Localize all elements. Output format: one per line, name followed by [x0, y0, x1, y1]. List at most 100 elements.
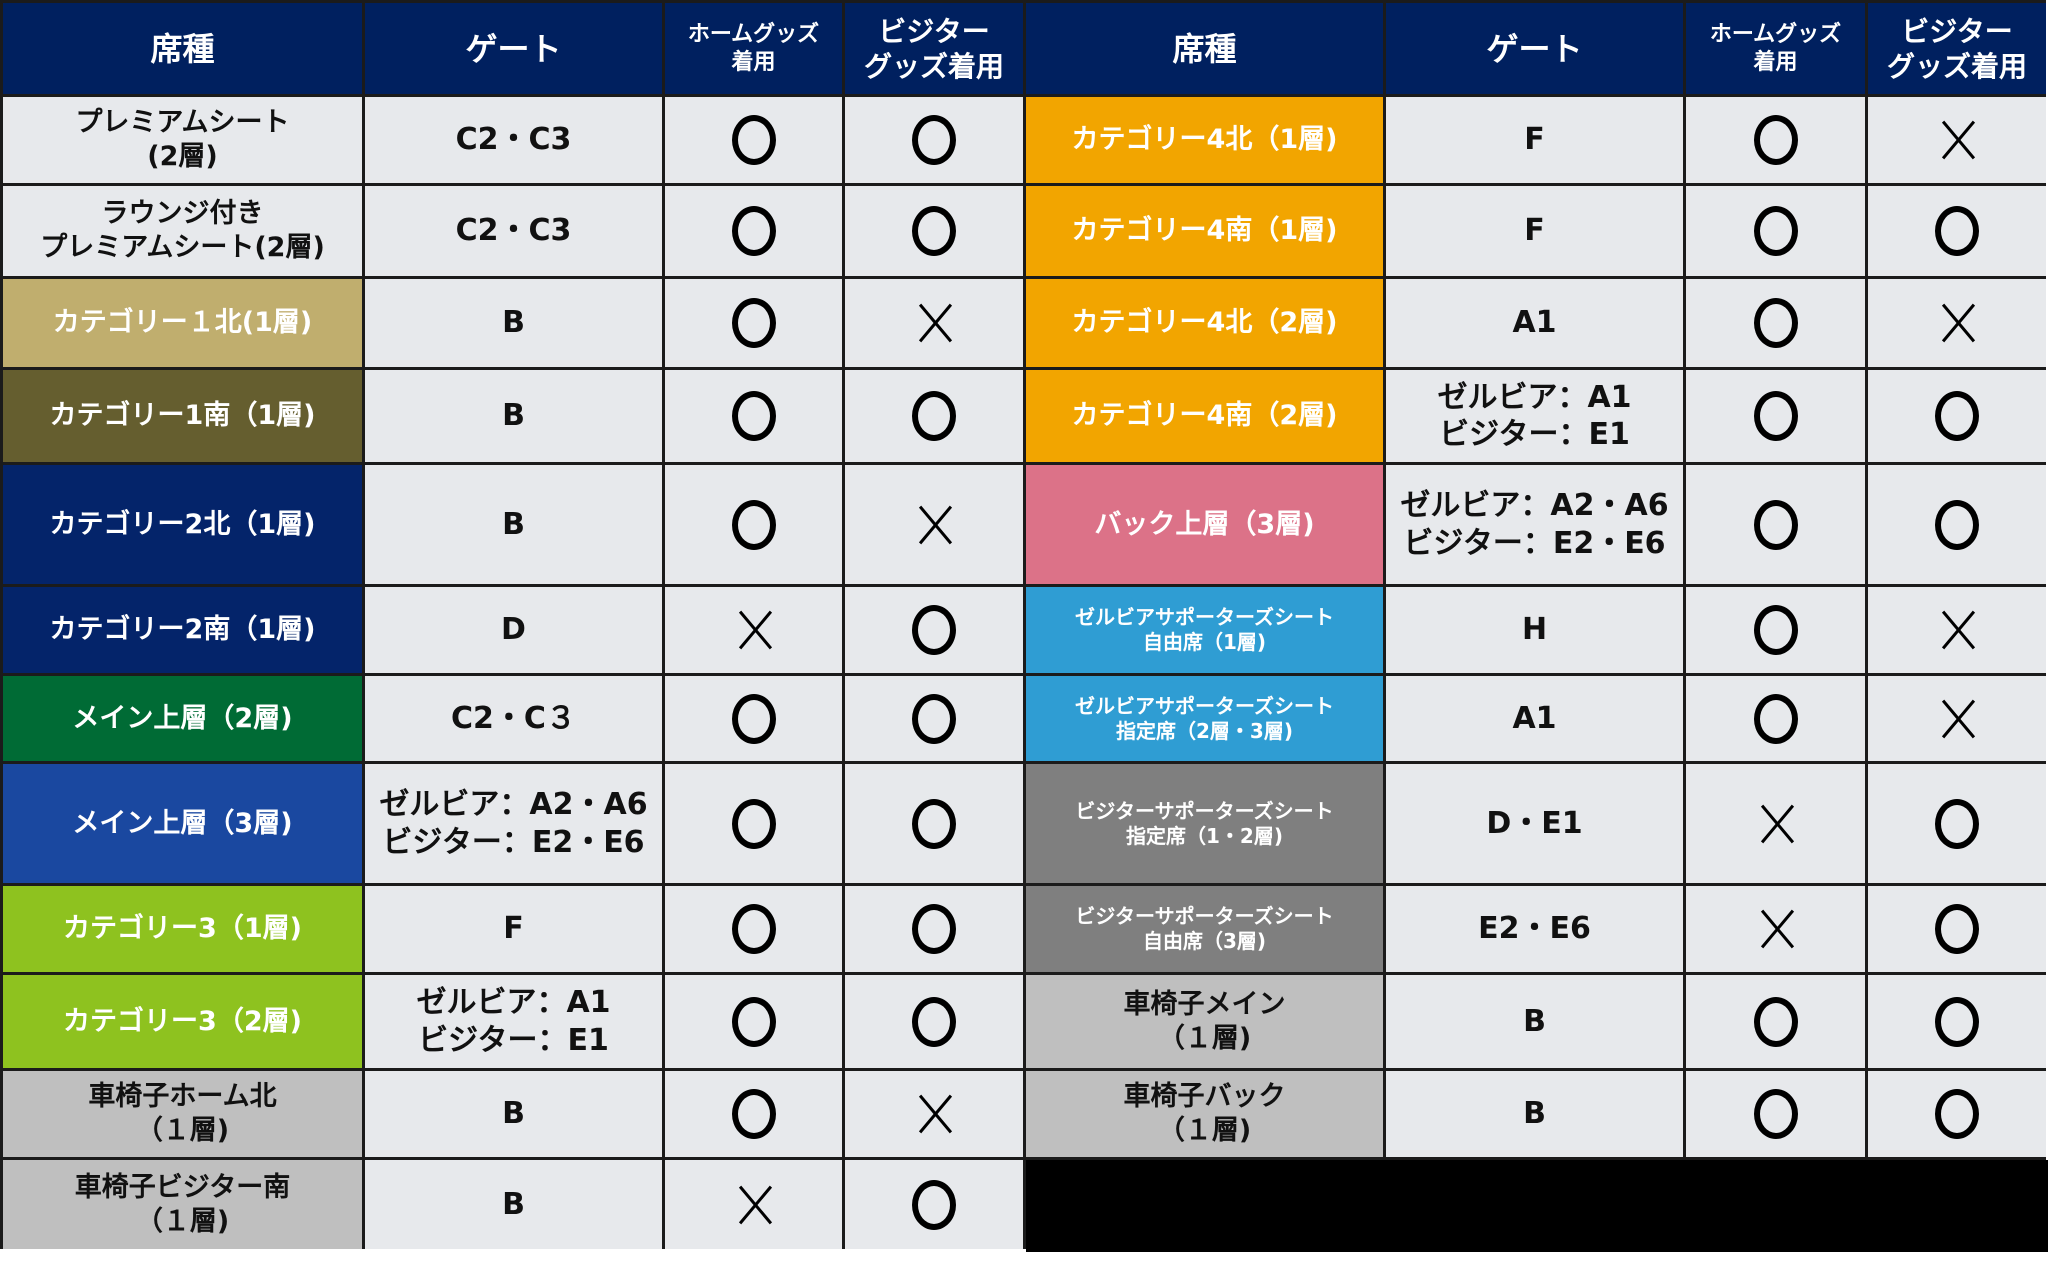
visitor-goods-cell	[845, 1071, 1023, 1157]
home-goods-cell	[665, 97, 842, 183]
gate-cell: F	[1386, 97, 1683, 183]
seat-type-cell: ビジターサポーターズシート 指定席（1・2層)	[1026, 764, 1383, 883]
home-goods-cell	[665, 279, 842, 367]
gate-cell: ゼルビア：A1 ビジター：E1	[365, 975, 662, 1068]
circle-allowed-icon	[731, 693, 776, 744]
cross-not-allowed-icon	[914, 1094, 954, 1134]
header-visitor-goods: ビジター グッズ着用	[1868, 3, 2046, 94]
visitor-goods-cell	[1868, 186, 2046, 276]
circle-allowed-icon	[731, 996, 776, 1047]
gate-cell: B	[365, 279, 662, 367]
home-goods-cell	[665, 186, 842, 276]
circle-allowed-icon	[1935, 798, 1979, 849]
header-gate: ゲート	[365, 3, 662, 94]
visitor-goods-cell	[1868, 975, 2046, 1068]
gate-cell: B	[365, 370, 662, 462]
visitor-goods-cell	[845, 370, 1023, 462]
circle-allowed-icon	[1935, 391, 1979, 441]
visitor-goods-cell	[845, 764, 1023, 883]
gate-cell: C2・C３	[365, 676, 662, 761]
seat-type-cell: カテゴリー3（2層)	[3, 975, 362, 1068]
visitor-goods-cell	[1868, 764, 2046, 883]
circle-allowed-icon	[912, 904, 956, 954]
circle-allowed-icon	[1753, 1089, 1798, 1139]
circle-allowed-icon	[912, 1179, 956, 1230]
visitor-goods-cell	[845, 676, 1023, 761]
seat-type-cell: 車椅子バック （１層)	[1026, 1071, 1383, 1157]
gate-cell: D・E1	[1386, 764, 1683, 883]
seat-type-cell: ゼルビアサポーターズシート 指定席（2層・3層)	[1026, 676, 1383, 761]
circle-allowed-icon	[731, 499, 776, 550]
circle-allowed-icon	[912, 996, 956, 1047]
circle-allowed-icon	[912, 798, 956, 849]
gate-cell: A1	[1386, 676, 1683, 761]
gate-cell: H	[1386, 587, 1683, 673]
seat-type-cell: カテゴリー4北（1層)	[1026, 97, 1383, 183]
seating-gate-table: 席種 ゲート ホームグッズ 着用 ビジター グッズ着用 席種 ゲート ホームグッズ 着用 ビジ…	[0, 0, 2046, 1249]
home-goods-cell	[1686, 465, 1865, 584]
home-goods-cell	[1686, 975, 1865, 1068]
seat-type-cell: カテゴリー2北（1層)	[3, 465, 362, 584]
seat-type-cell: カテゴリー１北(1層)	[3, 279, 362, 367]
visitor-goods-cell	[1868, 465, 2046, 584]
home-goods-cell	[665, 1071, 842, 1157]
header-home-goods: ホームグッズ 着用	[665, 3, 842, 94]
home-goods-cell	[1686, 1071, 1865, 1157]
visitor-goods-cell	[1868, 370, 2046, 462]
visitor-goods-cell	[845, 975, 1023, 1068]
cross-not-allowed-icon	[1937, 303, 1977, 343]
seat-type-cell: 車椅子ホーム北 （１層)	[3, 1071, 362, 1157]
gate-cell: B	[365, 1071, 662, 1157]
seat-type-cell: カテゴリー1南（1層)	[3, 370, 362, 462]
home-goods-cell	[665, 975, 842, 1068]
circle-allowed-icon	[731, 391, 776, 441]
seat-type-cell: メイン上層（3層)	[3, 764, 362, 883]
seat-type-cell: ラウンジ付き プレミアムシート(2層)	[3, 186, 362, 276]
visitor-goods-cell	[1868, 587, 2046, 673]
home-goods-cell	[665, 764, 842, 883]
circle-allowed-icon	[731, 1089, 776, 1139]
circle-allowed-icon	[1935, 206, 1979, 256]
visitor-goods-cell	[845, 279, 1023, 367]
gate-cell: B	[365, 1160, 662, 1249]
empty-cell	[1026, 1160, 2048, 1252]
home-goods-cell	[1686, 886, 1865, 972]
circle-allowed-icon	[1935, 1089, 1979, 1139]
circle-allowed-icon	[731, 298, 776, 348]
circle-allowed-icon	[731, 115, 776, 165]
circle-allowed-icon	[1753, 605, 1798, 655]
seat-type-cell: 車椅子メイン （１層)	[1026, 975, 1383, 1068]
seat-type-cell: カテゴリー3（1層)	[3, 886, 362, 972]
circle-allowed-icon	[912, 605, 956, 655]
circle-allowed-icon	[1753, 996, 1798, 1047]
seat-type-cell: カテゴリー2南（1層)	[3, 587, 362, 673]
visitor-goods-cell	[1868, 97, 2046, 183]
circle-allowed-icon	[912, 391, 956, 441]
gate-cell: C2・C3	[365, 186, 662, 276]
home-goods-cell	[1686, 97, 1865, 183]
home-goods-cell	[665, 676, 842, 761]
gate-cell: E2・E6	[1386, 886, 1683, 972]
header-gate: ゲート	[1386, 3, 1683, 94]
visitor-goods-cell	[1868, 886, 2046, 972]
gate-cell: A1	[1386, 279, 1683, 367]
cross-not-allowed-icon	[914, 303, 954, 343]
gate-cell: B	[1386, 1071, 1683, 1157]
visitor-goods-cell	[1868, 676, 2046, 761]
home-goods-cell	[1686, 587, 1865, 673]
visitor-goods-cell	[845, 886, 1023, 972]
gate-cell: ゼルビア：A2・A6 ビジター：E2・E6	[365, 764, 662, 883]
header-seat-type: 席種	[1026, 3, 1383, 94]
gate-cell: C2・C3	[365, 97, 662, 183]
circle-allowed-icon	[912, 115, 956, 165]
gate-cell: F	[365, 886, 662, 972]
seat-type-cell: ゼルビアサポーターズシート 自由席（1層)	[1026, 587, 1383, 673]
gate-cell: ゼルビア：A2・A6 ビジター：E2・E6	[1386, 465, 1683, 584]
visitor-goods-cell	[845, 186, 1023, 276]
circle-allowed-icon	[731, 798, 776, 849]
gate-cell: B	[1386, 975, 1683, 1068]
visitor-goods-cell	[845, 97, 1023, 183]
cross-not-allowed-icon	[1756, 804, 1796, 844]
gate-cell: D	[365, 587, 662, 673]
circle-allowed-icon	[1753, 298, 1798, 348]
